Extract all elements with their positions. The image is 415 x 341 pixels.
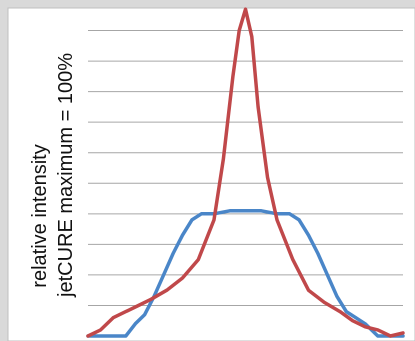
gridlines xyxy=(88,30,403,306)
series-line-1 xyxy=(86,209,405,338)
plot-background xyxy=(7,7,415,341)
y-axis-label-line-2: jetCURE maximum = 100% xyxy=(55,53,77,298)
series-layer xyxy=(86,7,405,338)
series-line-2 xyxy=(86,7,405,338)
y-axis-label: relative intensity jetCURE maximum = 100… xyxy=(29,53,77,298)
y-axis-label-line-1: relative intensity xyxy=(29,144,51,287)
